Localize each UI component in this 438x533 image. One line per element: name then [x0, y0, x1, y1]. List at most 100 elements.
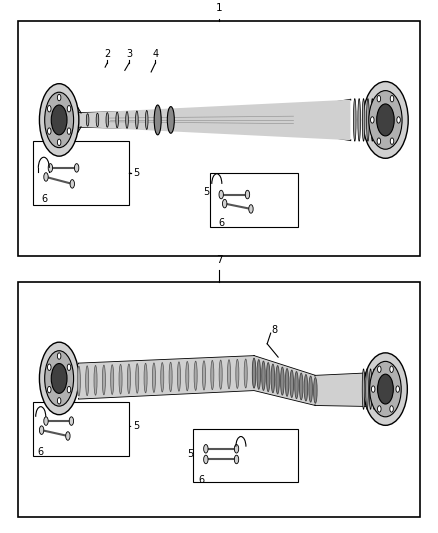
Ellipse shape [96, 113, 99, 127]
Ellipse shape [67, 364, 71, 370]
Ellipse shape [106, 112, 109, 127]
Ellipse shape [295, 372, 298, 399]
Ellipse shape [397, 117, 400, 123]
Ellipse shape [377, 95, 381, 102]
Text: 1: 1 [215, 3, 223, 13]
Ellipse shape [353, 99, 356, 141]
Bar [18, 282, 420, 517]
Ellipse shape [390, 406, 393, 412]
Bar [210, 173, 298, 227]
Polygon shape [79, 100, 350, 140]
Ellipse shape [304, 375, 307, 401]
Text: 4: 4 [152, 49, 159, 59]
Text: 7: 7 [215, 255, 223, 265]
Ellipse shape [145, 110, 148, 130]
Ellipse shape [204, 455, 208, 464]
Ellipse shape [57, 398, 61, 404]
Ellipse shape [390, 95, 394, 102]
Ellipse shape [111, 365, 114, 394]
Ellipse shape [362, 369, 365, 409]
Ellipse shape [136, 364, 139, 393]
Ellipse shape [390, 366, 393, 373]
Ellipse shape [378, 374, 393, 404]
Ellipse shape [39, 426, 44, 434]
Ellipse shape [396, 386, 399, 392]
Ellipse shape [362, 99, 365, 141]
Ellipse shape [86, 114, 89, 126]
Ellipse shape [377, 138, 381, 144]
Ellipse shape [369, 91, 402, 149]
Ellipse shape [285, 368, 289, 397]
Ellipse shape [245, 190, 250, 199]
Ellipse shape [67, 128, 71, 134]
Ellipse shape [67, 386, 71, 393]
Ellipse shape [57, 94, 61, 101]
Ellipse shape [116, 112, 119, 128]
Ellipse shape [249, 205, 253, 213]
Ellipse shape [290, 370, 293, 398]
Ellipse shape [67, 106, 71, 112]
Ellipse shape [69, 417, 74, 425]
Text: 5: 5 [203, 187, 209, 197]
Ellipse shape [102, 365, 106, 395]
Ellipse shape [309, 376, 312, 402]
Ellipse shape [44, 173, 48, 181]
Text: 5: 5 [134, 168, 140, 178]
Ellipse shape [219, 360, 222, 389]
Ellipse shape [57, 353, 61, 359]
Ellipse shape [66, 432, 70, 440]
Ellipse shape [155, 110, 158, 130]
Ellipse shape [377, 104, 394, 136]
Ellipse shape [234, 445, 239, 453]
Bar [33, 141, 129, 205]
Ellipse shape [154, 105, 161, 135]
Text: 5: 5 [134, 422, 140, 431]
Text: 8: 8 [272, 326, 278, 335]
Ellipse shape [375, 99, 378, 141]
Ellipse shape [202, 361, 205, 390]
Ellipse shape [39, 342, 79, 415]
Text: 6: 6 [42, 194, 48, 204]
Ellipse shape [266, 362, 270, 392]
Ellipse shape [94, 366, 97, 395]
Ellipse shape [276, 366, 279, 394]
Ellipse shape [211, 360, 214, 390]
Text: 6: 6 [37, 447, 43, 457]
Ellipse shape [378, 366, 381, 373]
Ellipse shape [219, 190, 223, 199]
Ellipse shape [314, 377, 317, 403]
Ellipse shape [358, 99, 360, 141]
Ellipse shape [57, 139, 61, 146]
Ellipse shape [363, 82, 408, 158]
Ellipse shape [194, 361, 197, 390]
Ellipse shape [370, 361, 401, 417]
Ellipse shape [378, 406, 381, 412]
Ellipse shape [136, 111, 138, 129]
Ellipse shape [167, 107, 174, 133]
Ellipse shape [186, 361, 189, 391]
Ellipse shape [252, 359, 255, 387]
Ellipse shape [223, 199, 227, 208]
Ellipse shape [364, 353, 407, 425]
Polygon shape [79, 356, 315, 405]
Polygon shape [315, 373, 372, 406]
Bar [18, 21, 420, 256]
Ellipse shape [234, 455, 239, 464]
Ellipse shape [44, 417, 48, 425]
Ellipse shape [236, 359, 239, 389]
Ellipse shape [373, 369, 375, 409]
Ellipse shape [47, 106, 51, 112]
Bar [193, 429, 298, 482]
Ellipse shape [367, 99, 369, 141]
Ellipse shape [161, 362, 164, 392]
Ellipse shape [127, 364, 131, 394]
Ellipse shape [177, 362, 180, 391]
Ellipse shape [74, 164, 79, 172]
Ellipse shape [281, 367, 284, 395]
Ellipse shape [119, 365, 122, 394]
Ellipse shape [47, 128, 51, 134]
Text: 2: 2 [104, 49, 110, 59]
Ellipse shape [126, 111, 128, 128]
Ellipse shape [390, 138, 394, 144]
Ellipse shape [371, 117, 374, 123]
